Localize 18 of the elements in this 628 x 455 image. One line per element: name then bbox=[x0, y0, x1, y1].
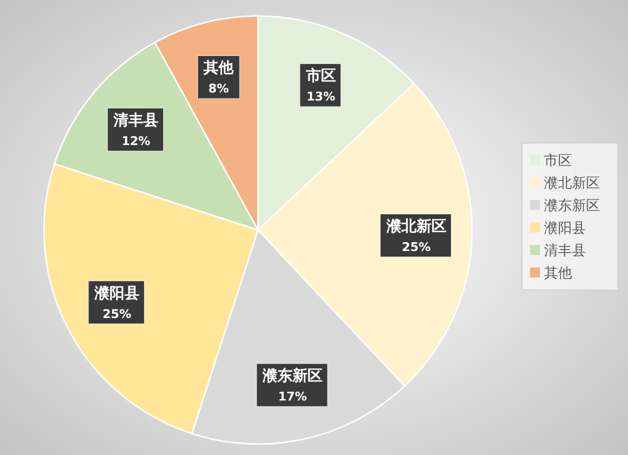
legend-label: 濮东新区 bbox=[544, 198, 600, 214]
data-label: 17% bbox=[278, 390, 307, 404]
data-label: 13% bbox=[306, 90, 336, 104]
data-label: 12% bbox=[122, 134, 150, 148]
data-label: 8% bbox=[208, 82, 229, 96]
slice-label: 濮东新区 bbox=[262, 366, 323, 385]
legend-label: 市区 bbox=[544, 153, 572, 169]
slice-label: 市区 bbox=[304, 66, 336, 85]
slice-label: 其他 bbox=[202, 58, 235, 77]
data-label: 25% bbox=[102, 306, 132, 321]
legend-label: 其他 bbox=[544, 266, 572, 282]
data-label: 25% bbox=[402, 240, 431, 254]
legend-label: 清丰县 bbox=[544, 243, 586, 259]
legend-label: 濮北新区 bbox=[544, 176, 600, 192]
category-label: 濮阳县 bbox=[544, 220, 586, 236]
slice-label: 清丰县 bbox=[112, 111, 158, 130]
slice-label: 濮阳县 bbox=[93, 284, 140, 302]
slice-label: 濮北新区 bbox=[385, 216, 446, 235]
